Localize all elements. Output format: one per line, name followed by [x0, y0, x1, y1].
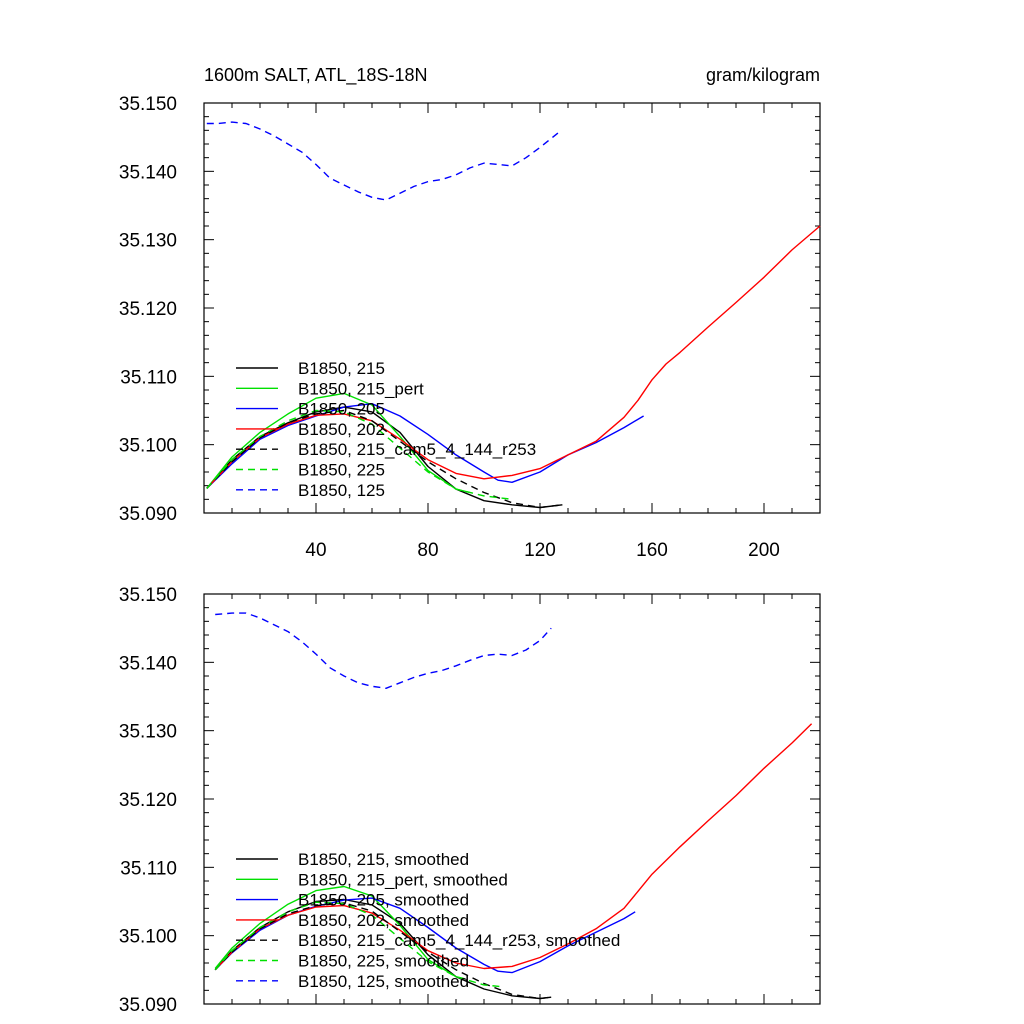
legend-label: B1850, 215_cam5_4_144_r253	[298, 440, 536, 459]
legend-label: B1850, 125	[298, 481, 385, 500]
x-tick-label: 80	[417, 540, 438, 561]
series-line-b1850-125-smoothed	[215, 612, 552, 689]
legend-label: B1850, 205	[298, 400, 385, 419]
legend-label: B1850, 215_cam5_4_144_r253, smoothed	[298, 931, 620, 950]
series-line-b1850-225-smoothed	[214, 901, 504, 988]
y-tick-label: 35.140	[119, 653, 177, 674]
y-tick-label: 35.120	[119, 790, 177, 811]
series-line-b1850-215-pert	[206, 392, 471, 494]
series-line-b1850-225	[206, 409, 513, 500]
y-tick-label: 35.100	[119, 436, 177, 457]
series-line-b1850-125	[206, 121, 561, 201]
legend-label: B1850, 202	[298, 420, 385, 439]
legend-label: B1850, 202, smoothed	[298, 911, 469, 930]
legend-label: B1850, 215_pert	[298, 379, 424, 398]
series-line-b1850-202-smoothed	[214, 723, 813, 971]
series-line-b1850-215-cam5-4-144-r253	[206, 409, 563, 509]
chart-title: 1600m SALT, ATL_18S-18N	[204, 65, 427, 86]
y-tick-label: 35.090	[119, 995, 177, 1016]
x-tick-label: 200	[748, 540, 780, 561]
legend-label: B1850, 215, smoothed	[298, 850, 469, 869]
legend-label: B1850, 215	[298, 359, 385, 378]
y-tick-label: 35.090	[119, 504, 177, 525]
legend-label: B1850, 225, smoothed	[298, 952, 469, 971]
legend-label: B1850, 125, smoothed	[298, 972, 469, 991]
series-line-b1850-215-pert-smoothed	[214, 885, 465, 980]
y-tick-label: 35.110	[120, 367, 177, 388]
legend-label: B1850, 225	[298, 461, 385, 480]
legend-label: B1850, 215_pert, smoothed	[298, 870, 508, 889]
y-tick-label: 35.150	[119, 585, 177, 606]
y-tick-label: 35.130	[119, 722, 177, 743]
series-line-b1850-215-cam5-4-144-r253-smoothed	[214, 902, 552, 1000]
x-tick-label: 120	[524, 540, 556, 561]
legend-label: B1850, 205, smoothed	[298, 891, 469, 910]
y-tick-label: 35.150	[119, 94, 177, 115]
bottom-panel: 35.150 35.140 35.130 35.120 35.110 35.100 35.0…	[119, 585, 821, 1016]
y-tick-label: 35.110	[120, 858, 177, 879]
series-line-b1850-215	[206, 406, 563, 509]
y-tick-label: 35.100	[119, 927, 177, 948]
x-tick-label: 40	[305, 540, 326, 561]
y-tick-label: 35.140	[119, 162, 177, 183]
y-tick-label: 35.130	[119, 231, 177, 252]
units-label: gram/kilogram	[706, 65, 820, 85]
series-line-b1850-202	[206, 225, 821, 489]
top-panel: 35.150 35.140 35.130 35.120 35.110 35.100 35.0…	[119, 94, 821, 561]
series-line-b1850-215-smoothed	[214, 898, 552, 1000]
x-tick-label: 160	[636, 540, 668, 561]
y-tick-label: 35.120	[119, 299, 177, 320]
